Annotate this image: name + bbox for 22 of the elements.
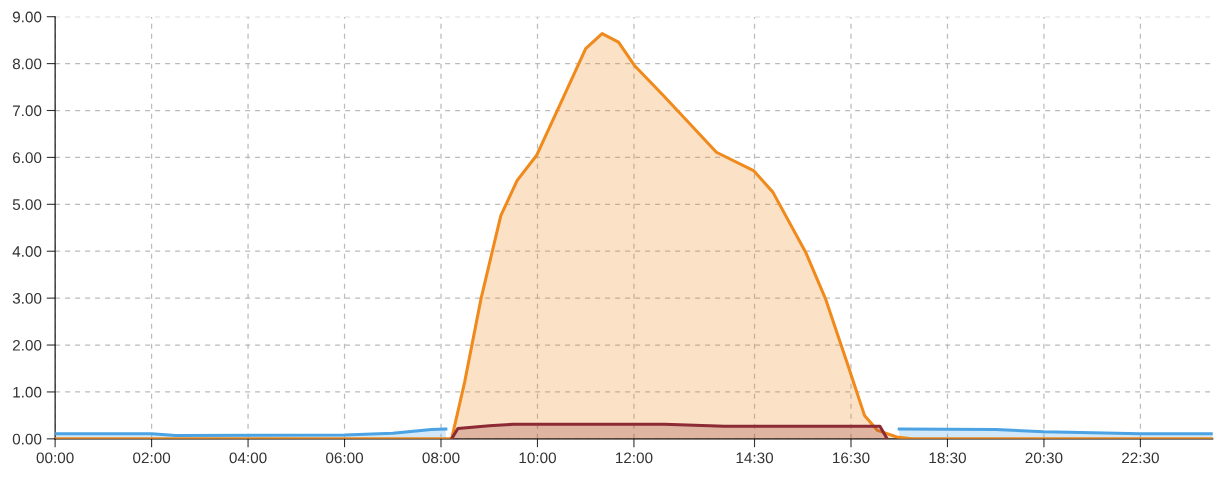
y-tick-label: 0.00 [12, 433, 42, 445]
y-tick-label: 3.00 [12, 292, 42, 304]
x-tick-label: 02:00 [133, 452, 171, 464]
y-tick-label: 4.00 [12, 246, 42, 257]
x-tick-label: 06:00 [326, 452, 364, 464]
x-tick-label: 08:00 [422, 452, 460, 464]
x-tick-label: 12:00 [615, 452, 653, 464]
y-tick-label: 7.00 [12, 105, 42, 117]
x-tick-label: 04:00 [229, 452, 267, 464]
y-tick-label: 8.00 [12, 58, 42, 70]
x-tick-label: 22:30 [1122, 452, 1159, 464]
y-tick-label: 1.00 [13, 386, 42, 398]
x-tick-label: 00:00 [36, 452, 74, 464]
y-tick-label: 5.00 [12, 199, 42, 210]
x-tick-label: 10:00 [519, 452, 556, 464]
x-tick-label: 16:30 [833, 452, 870, 464]
y-tick-label: 2.00 [12, 339, 42, 351]
x-tick-label: 20:30 [1025, 452, 1063, 464]
x-tick-label: 18:30 [929, 452, 966, 464]
y-tick-label: 6.00 [12, 152, 42, 164]
y-tick-label: 9.00 [12, 11, 42, 23]
x-tick-label: 14:30 [736, 452, 774, 464]
